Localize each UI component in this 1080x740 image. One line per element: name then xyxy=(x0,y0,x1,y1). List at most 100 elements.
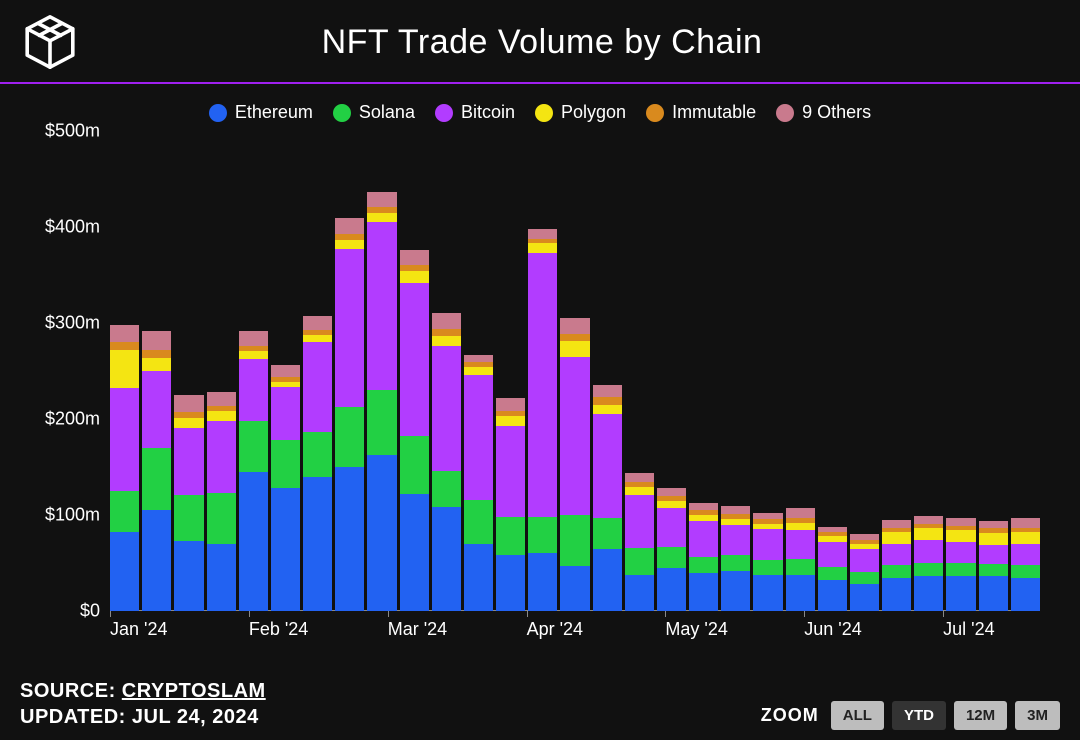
legend-item-others[interactable]: 9 Others xyxy=(776,102,871,123)
x-axis: Jan '24Feb '24Mar '24Apr '24May '24Jun '… xyxy=(110,611,1040,651)
bar-segment-others xyxy=(110,325,139,342)
bar[interactable] xyxy=(625,473,654,611)
bar-segment-immutable xyxy=(593,397,622,405)
bar[interactable] xyxy=(979,521,1008,611)
bar-segment-others xyxy=(271,365,300,377)
bar[interactable] xyxy=(271,365,300,611)
bar-segment-solana xyxy=(593,518,622,549)
source-label: SOURCE: xyxy=(20,680,122,702)
bar-segment-ethereum xyxy=(110,532,139,611)
bar[interactable] xyxy=(721,506,750,611)
y-tick-label: $300m xyxy=(30,313,100,334)
bar-segment-ethereum xyxy=(400,494,429,611)
bar[interactable] xyxy=(142,331,171,611)
bar[interactable] xyxy=(528,229,557,611)
bar[interactable] xyxy=(818,527,847,611)
legend-label: Immutable xyxy=(672,102,756,123)
bar[interactable] xyxy=(432,313,461,611)
bar-segment-solana xyxy=(110,491,139,532)
bar-segment-bitcoin xyxy=(432,346,461,471)
bar-segment-ethereum xyxy=(271,488,300,611)
bar-segment-polygon xyxy=(560,341,589,356)
bar-segment-others xyxy=(528,229,557,239)
bar-segment-solana xyxy=(560,515,589,566)
bar[interactable] xyxy=(367,192,396,611)
y-tick-label: $400m xyxy=(30,217,100,238)
bar-segment-ethereum xyxy=(496,555,525,611)
zoom-btn-3m[interactable]: 3M xyxy=(1015,701,1060,730)
source-block: SOURCE: CRYPTOSLAM UPDATED: JUL 24, 2024 xyxy=(20,678,266,730)
x-tick-label: Jan '24 xyxy=(110,619,167,640)
bar-segment-polygon xyxy=(335,240,364,250)
bar-segment-solana xyxy=(496,517,525,555)
bar-segment-ethereum xyxy=(560,566,589,611)
bar-segment-ethereum xyxy=(207,544,236,611)
x-tick-label: May '24 xyxy=(665,619,727,640)
bar[interactable] xyxy=(239,331,268,611)
bar[interactable] xyxy=(753,513,782,611)
bar-segment-others xyxy=(400,250,429,265)
bar[interactable] xyxy=(786,508,815,611)
bar-segment-bitcoin xyxy=(367,222,396,390)
bar[interactable] xyxy=(303,316,332,611)
bar-segment-bitcoin xyxy=(593,414,622,518)
bar[interactable] xyxy=(110,325,139,611)
bar-segment-ethereum xyxy=(721,571,750,611)
bar-segment-bitcoin xyxy=(174,428,203,495)
bar-segment-solana xyxy=(689,557,718,572)
bar[interactable] xyxy=(464,355,493,611)
chart-legend: Ethereum Solana Bitcoin Polygon Immutable 9 O… xyxy=(0,84,1080,131)
bar-segment-solana xyxy=(914,563,943,576)
bar-segment-ethereum xyxy=(464,544,493,611)
bar[interactable] xyxy=(593,385,622,611)
bar[interactable] xyxy=(914,516,943,611)
source-value[interactable]: CRYPTOSLAM xyxy=(122,680,266,702)
bar-segment-polygon xyxy=(946,530,975,542)
bar[interactable] xyxy=(882,520,911,611)
zoom-btn-ytd[interactable]: YTD xyxy=(892,701,946,730)
bar-segment-others xyxy=(560,318,589,333)
bar-segment-ethereum xyxy=(239,472,268,611)
bar[interactable] xyxy=(946,518,975,611)
legend-label: Bitcoin xyxy=(461,102,515,123)
bar-segment-bitcoin xyxy=(303,342,332,432)
zoom-controls: ZOOM ALLYTD12M3M xyxy=(761,701,1060,730)
legend-item-ethereum[interactable]: Ethereum xyxy=(209,102,313,123)
bar-segment-polygon xyxy=(110,350,139,388)
bar-segment-solana xyxy=(850,572,879,584)
zoom-btn-12m[interactable]: 12M xyxy=(954,701,1007,730)
bar-segment-others xyxy=(207,392,236,405)
bar-segment-solana xyxy=(400,436,429,494)
bar[interactable] xyxy=(400,250,429,611)
bar-segment-bitcoin xyxy=(335,249,364,407)
legend-item-polygon[interactable]: Polygon xyxy=(535,102,626,123)
legend-dot xyxy=(646,104,664,122)
bar[interactable] xyxy=(496,398,525,611)
legend-item-bitcoin[interactable]: Bitcoin xyxy=(435,102,515,123)
bar[interactable] xyxy=(174,395,203,611)
bar-segment-immutable xyxy=(142,350,171,358)
zoom-btn-all[interactable]: ALL xyxy=(831,701,884,730)
legend-item-immutable[interactable]: Immutable xyxy=(646,102,756,123)
bar-segment-others xyxy=(464,355,493,363)
bar-segment-others xyxy=(882,520,911,528)
bar-segment-others xyxy=(721,506,750,514)
bar-segment-solana xyxy=(207,493,236,544)
bar[interactable] xyxy=(657,488,686,611)
bar[interactable] xyxy=(1011,518,1040,611)
bar-segment-immutable xyxy=(560,334,589,342)
bar-segment-solana xyxy=(721,555,750,570)
bar-segment-polygon xyxy=(625,487,654,495)
bar-segment-bitcoin xyxy=(914,540,943,563)
legend-dot xyxy=(776,104,794,122)
bar[interactable] xyxy=(689,503,718,611)
bar[interactable] xyxy=(335,218,364,611)
bar[interactable] xyxy=(560,318,589,611)
bar[interactable] xyxy=(850,534,879,611)
bar-segment-polygon xyxy=(1011,532,1040,544)
bar-segment-others xyxy=(593,385,622,397)
bar[interactable] xyxy=(207,392,236,611)
legend-item-solana[interactable]: Solana xyxy=(333,102,415,123)
bar-segment-solana xyxy=(335,407,364,467)
bar-segment-bitcoin xyxy=(721,525,750,556)
